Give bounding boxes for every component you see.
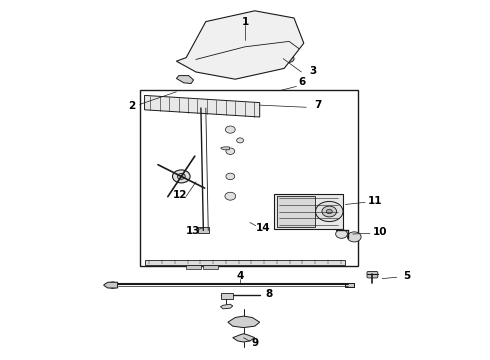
Text: 13: 13 (185, 226, 200, 237)
Bar (277, 196, 315, 227)
Polygon shape (145, 260, 345, 265)
Polygon shape (104, 282, 118, 288)
Circle shape (225, 126, 235, 133)
Circle shape (284, 55, 294, 62)
Circle shape (237, 138, 244, 143)
Polygon shape (221, 147, 229, 150)
Circle shape (316, 201, 343, 222)
Circle shape (322, 206, 337, 217)
Bar (272, 56, 281, 62)
Bar (198, 227, 209, 233)
Text: 11: 11 (368, 196, 382, 206)
Text: 1: 1 (242, 17, 248, 27)
Text: 6: 6 (298, 77, 305, 87)
Bar (345, 283, 354, 287)
Polygon shape (233, 334, 255, 342)
Bar (186, 265, 201, 269)
Text: 4: 4 (236, 271, 244, 281)
Circle shape (336, 230, 347, 238)
Circle shape (108, 282, 117, 288)
Text: 9: 9 (251, 338, 258, 348)
Text: 2: 2 (128, 101, 135, 111)
Polygon shape (176, 11, 304, 79)
Circle shape (172, 170, 190, 183)
Polygon shape (176, 76, 194, 84)
Bar (274, 194, 343, 229)
Bar (240, 56, 247, 61)
Text: 12: 12 (173, 190, 188, 200)
Bar (140, 90, 358, 266)
Circle shape (226, 148, 235, 154)
Text: 14: 14 (256, 222, 271, 233)
Text: 5: 5 (403, 271, 410, 282)
Polygon shape (228, 316, 260, 328)
Polygon shape (220, 293, 233, 299)
Text: 3: 3 (309, 66, 316, 76)
Text: 10: 10 (372, 227, 387, 237)
Circle shape (347, 232, 361, 242)
Circle shape (177, 174, 185, 179)
Text: 7: 7 (314, 100, 321, 111)
Polygon shape (145, 95, 260, 117)
Circle shape (225, 192, 236, 200)
FancyBboxPatch shape (367, 271, 378, 278)
Text: 8: 8 (265, 289, 272, 300)
Circle shape (326, 210, 332, 213)
Polygon shape (220, 304, 233, 309)
Circle shape (226, 173, 235, 180)
Bar (203, 265, 218, 269)
